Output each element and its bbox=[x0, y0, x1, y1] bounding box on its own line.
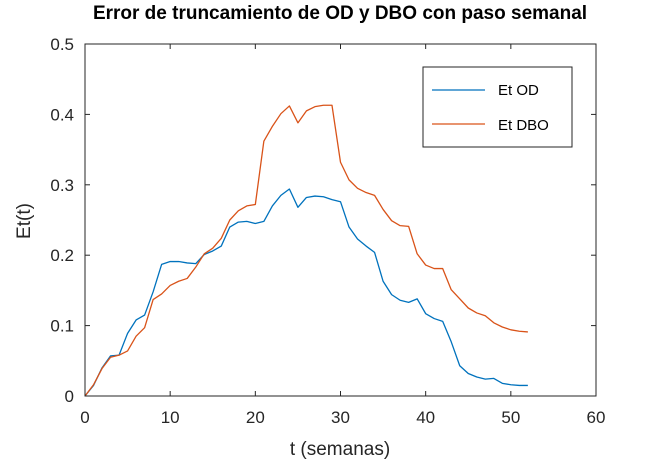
series-layer bbox=[84, 104, 528, 397]
y-tick-label: 0.4 bbox=[50, 105, 74, 124]
x-tick-label: 0 bbox=[80, 408, 89, 427]
y-axis-ticks: 0 0.1 0.2 0.3 0.4 0.5 bbox=[50, 35, 596, 406]
x-tick-label: 10 bbox=[161, 408, 180, 427]
x-tick-label: 40 bbox=[416, 408, 435, 427]
y-axis-label: Et(t) bbox=[14, 203, 35, 239]
x-axis-label: t (semanas) bbox=[290, 439, 390, 460]
series-line-et-od bbox=[84, 188, 528, 397]
legend-box bbox=[422, 66, 573, 148]
chart-title: Error de truncamiento de OD y DBO con pa… bbox=[93, 3, 587, 24]
series-line-et-dbo bbox=[84, 104, 528, 397]
y-tick-label: 0.3 bbox=[50, 176, 74, 195]
x-axis-ticks: 0 10 20 30 40 50 60 bbox=[80, 44, 605, 427]
x-tick-label: 50 bbox=[501, 408, 520, 427]
x-tick-label: 20 bbox=[246, 408, 265, 427]
x-tick-label: 30 bbox=[331, 408, 350, 427]
y-tick-label: 0.5 bbox=[50, 35, 74, 54]
legend: Et OD Et DBO bbox=[422, 66, 573, 148]
legend-label-et-dbo: Et DBO bbox=[498, 117, 549, 134]
y-tick-label: 0.1 bbox=[50, 317, 74, 336]
y-tick-label: 0 bbox=[65, 387, 74, 406]
y-tick-label: 0.2 bbox=[50, 246, 74, 265]
legend-label-et-od: Et OD bbox=[498, 82, 539, 99]
x-tick-label: 60 bbox=[587, 408, 606, 427]
